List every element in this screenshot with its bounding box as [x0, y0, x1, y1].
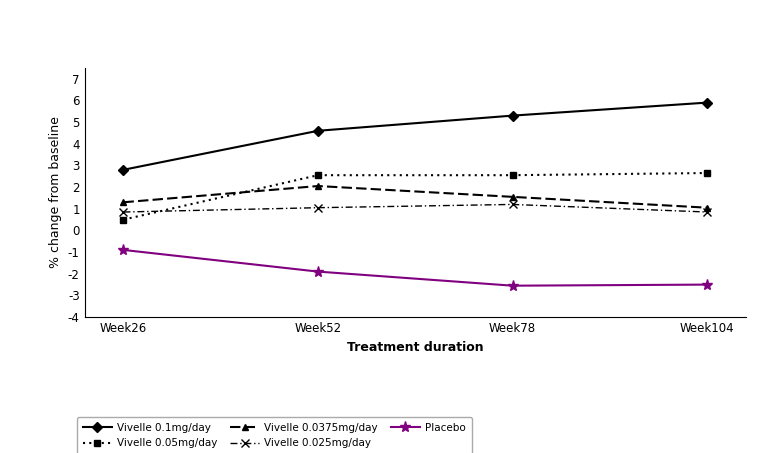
- X-axis label: Treatment duration: Treatment duration: [347, 341, 484, 353]
- Y-axis label: % change from baseline: % change from baseline: [49, 116, 62, 269]
- Legend: Vivelle 0.1mg/day, Vivelle 0.05mg/day, Vivelle 0.0375mg/day, Vivelle 0.025mg/day: Vivelle 0.1mg/day, Vivelle 0.05mg/day, V…: [77, 417, 472, 453]
